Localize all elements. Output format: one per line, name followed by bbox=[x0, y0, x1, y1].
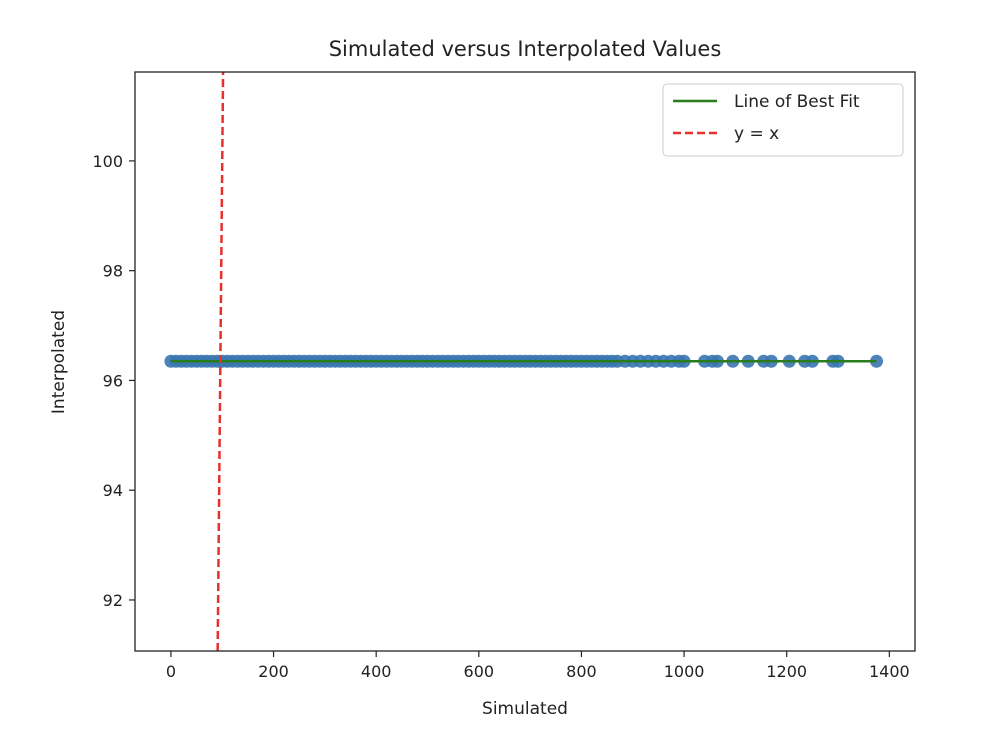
identity-line bbox=[216, 72, 225, 651]
x-tick-label: 800 bbox=[566, 662, 597, 681]
legend-fit-label: Line of Best Fit bbox=[734, 92, 860, 112]
x-tick-label: 600 bbox=[464, 662, 495, 681]
y-tick-label: 98 bbox=[103, 262, 123, 281]
x-axis-label: Simulated bbox=[482, 699, 568, 719]
x-tick-label: 1000 bbox=[664, 662, 705, 681]
plot-area bbox=[164, 72, 884, 651]
x-tick-label: 0 bbox=[166, 662, 176, 681]
axes-frame bbox=[134, 71, 916, 652]
x-axis: 0 200 400 600 800 1000 1200 1400 bbox=[166, 651, 910, 681]
legend-box bbox=[662, 83, 904, 157]
y-tick-label: 96 bbox=[103, 371, 123, 390]
y-tick-label: 94 bbox=[103, 481, 123, 500]
x-tick-label: 1200 bbox=[766, 662, 807, 681]
legend-identity-label: y = x bbox=[734, 124, 779, 144]
x-tick-label: 1400 bbox=[869, 662, 910, 681]
x-tick-label: 400 bbox=[361, 662, 392, 681]
y-tick-label: 100 bbox=[92, 152, 123, 171]
x-tick-label: 200 bbox=[258, 662, 289, 681]
y-tick-label: 92 bbox=[103, 591, 123, 610]
y-axis-label: Interpolated bbox=[49, 310, 69, 414]
plot-marks bbox=[164, 72, 884, 651]
chart-title: Simulated versus Interpolated Values bbox=[329, 37, 722, 61]
y-axis: 92 94 96 98 100 bbox=[92, 152, 135, 610]
legend: Line of Best Fit y = x bbox=[662, 83, 904, 157]
